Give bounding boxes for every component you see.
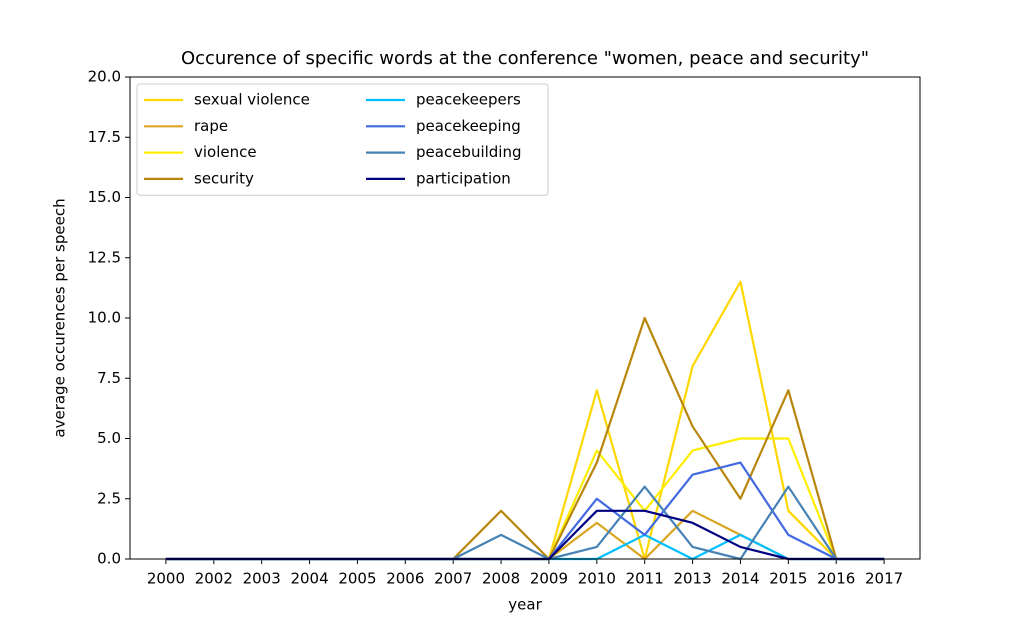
y-tick-label: 12.5 xyxy=(88,248,121,266)
series-line xyxy=(165,461,885,561)
y-tick-label: 2.5 xyxy=(97,489,121,507)
y-tick-label: 7.5 xyxy=(97,369,121,387)
legend-label: participation xyxy=(416,169,511,187)
x-axis-label: year xyxy=(508,596,542,614)
x-tick-label: 2014 xyxy=(721,570,759,588)
x-tick-label: 2006 xyxy=(386,570,424,588)
x-tick-label: 2008 xyxy=(482,570,520,588)
series-line xyxy=(165,485,885,561)
x-tick-label: 2015 xyxy=(769,570,807,588)
y-tick-label: 17.5 xyxy=(88,128,121,146)
x-tick-label: 2013 xyxy=(673,570,711,588)
x-tick-label: 2000 xyxy=(147,570,185,588)
y-tick-label: 10.0 xyxy=(88,309,121,327)
legend-box xyxy=(136,83,549,196)
y-tick-label: 20.0 xyxy=(88,68,121,86)
x-tick-label: 2009 xyxy=(530,570,568,588)
x-tick-label: 2017 xyxy=(865,570,903,588)
legend-label: sexual violence xyxy=(194,91,310,109)
y-tick-label: 5.0 xyxy=(97,429,121,447)
x-tick-label: 2003 xyxy=(243,570,281,588)
legend-label: security xyxy=(194,169,254,187)
y-axis-label: average occurences per speech xyxy=(51,198,69,437)
x-tick-label: 2011 xyxy=(626,570,664,588)
x-tick-label: 2016 xyxy=(817,570,855,588)
chart-title: Occurence of specific words at the confe… xyxy=(181,48,869,69)
legend-label: peacekeepers xyxy=(416,91,521,109)
plot-frame xyxy=(129,76,921,560)
legend-label: peacekeeping xyxy=(416,117,521,135)
legend-label: peacebuilding xyxy=(416,143,522,161)
legend-label: rape xyxy=(194,117,228,135)
x-tick-label: 2002 xyxy=(195,570,233,588)
x-tick-label: 2010 xyxy=(578,570,616,588)
y-tick-label: 0.0 xyxy=(97,550,121,568)
legend-label: violence xyxy=(194,143,257,161)
x-tick-label: 2007 xyxy=(434,570,472,588)
x-tick-label: 2005 xyxy=(338,570,376,588)
x-tick-label: 2004 xyxy=(290,570,328,588)
y-tick-label: 15.0 xyxy=(88,188,121,206)
